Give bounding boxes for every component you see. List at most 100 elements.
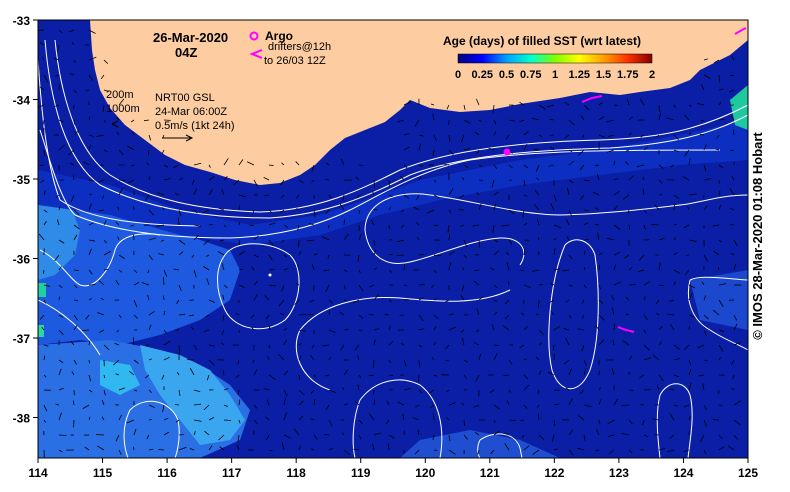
current-vector — [414, 119, 420, 127]
current-vector — [546, 104, 555, 108]
current-vector — [688, 326, 690, 331]
current-vector — [280, 179, 285, 186]
current-vector — [143, 119, 150, 122]
current-vector — [667, 449, 675, 452]
current-vector — [298, 415, 304, 421]
current-vector — [477, 449, 480, 455]
colorbar-tick-label: 2 — [649, 69, 655, 81]
argo-float-marker — [503, 148, 511, 156]
current-vector — [148, 358, 152, 361]
sst-patch-west — [38, 190, 240, 345]
current-vector — [218, 207, 225, 211]
current-vector — [118, 387, 125, 391]
current-vector — [388, 206, 391, 211]
current-vector — [733, 129, 735, 136]
current-vector — [103, 59, 109, 64]
current-vector — [163, 431, 170, 436]
current-vector — [463, 254, 467, 259]
current-vector — [733, 323, 738, 331]
current-vector — [58, 368, 62, 376]
colorbar-title: Age (days) of filled SST (wrt latest) — [443, 34, 641, 48]
current-vector — [268, 209, 273, 213]
current-vector — [651, 223, 660, 226]
current-vector — [73, 89, 78, 94]
current-vector — [445, 389, 450, 393]
current-vector — [643, 146, 648, 151]
current-vector — [703, 178, 712, 181]
current-vector — [581, 299, 585, 304]
current-vector — [325, 284, 330, 293]
sst-patch-south — [400, 430, 560, 458]
current-vector — [101, 194, 105, 200]
current-vector — [116, 131, 120, 136]
current-vector — [476, 191, 480, 196]
current-vector — [463, 119, 471, 124]
current-vector — [88, 269, 93, 275]
current-vector — [713, 250, 720, 256]
current-vector — [683, 114, 690, 121]
current-vector — [718, 446, 725, 451]
current-vector — [58, 359, 64, 364]
current-vector — [637, 269, 645, 273]
current-vector — [402, 413, 405, 421]
current-vector — [658, 179, 663, 184]
current-vector — [88, 222, 94, 226]
current-vector — [563, 359, 570, 365]
current-vector — [502, 325, 510, 331]
current-vector — [127, 145, 135, 151]
current-vector — [204, 430, 210, 436]
current-vector — [223, 158, 229, 166]
current-vector — [161, 374, 165, 380]
current-vector — [388, 299, 392, 302]
current-vector — [205, 314, 210, 318]
current-vector — [625, 313, 630, 316]
current-vector — [448, 313, 455, 316]
current-vector — [88, 298, 92, 301]
current-vector — [703, 74, 711, 80]
current-vector — [71, 371, 75, 376]
current-vector — [295, 194, 300, 199]
current-vector — [547, 371, 555, 376]
current-vector — [190, 326, 195, 331]
current-vector — [607, 419, 615, 425]
current-vector — [433, 194, 440, 199]
current-vector — [418, 359, 421, 368]
current-vector — [418, 143, 422, 151]
current-vector — [43, 299, 46, 304]
current-vector — [114, 342, 120, 346]
current-vector — [673, 237, 677, 241]
current-vector — [658, 284, 665, 287]
current-vector — [688, 314, 696, 318]
current-vector — [193, 419, 202, 422]
current-vector — [492, 104, 495, 113]
current-vector — [609, 449, 615, 455]
current-vector — [221, 329, 225, 336]
current-vector — [340, 344, 345, 351]
current-vector — [432, 113, 435, 121]
current-vector — [263, 177, 270, 181]
current-vector — [115, 434, 120, 442]
current-vector — [88, 56, 97, 61]
current-vector — [357, 254, 360, 263]
sst-contours — [38, 193, 748, 458]
current-vector — [130, 164, 135, 167]
current-vector — [493, 203, 497, 211]
current-vector — [673, 134, 679, 141]
current-vector — [733, 263, 737, 271]
current-vector — [88, 374, 92, 382]
current-vector — [550, 311, 555, 316]
current-vector — [88, 340, 91, 346]
current-vector — [103, 344, 110, 351]
current-vector — [628, 266, 633, 271]
current-vector — [475, 329, 480, 333]
current-vector — [553, 268, 561, 271]
y-axis: -33 -34 -35 -36 -37 -38 — [13, 14, 38, 426]
current-vector — [508, 209, 515, 215]
current-vector — [579, 389, 585, 395]
current-vector — [582, 134, 585, 138]
current-vector — [371, 219, 375, 226]
current-vector — [583, 404, 592, 408]
current-vector — [729, 74, 735, 77]
current-vector — [163, 164, 169, 168]
current-vector — [238, 239, 241, 246]
